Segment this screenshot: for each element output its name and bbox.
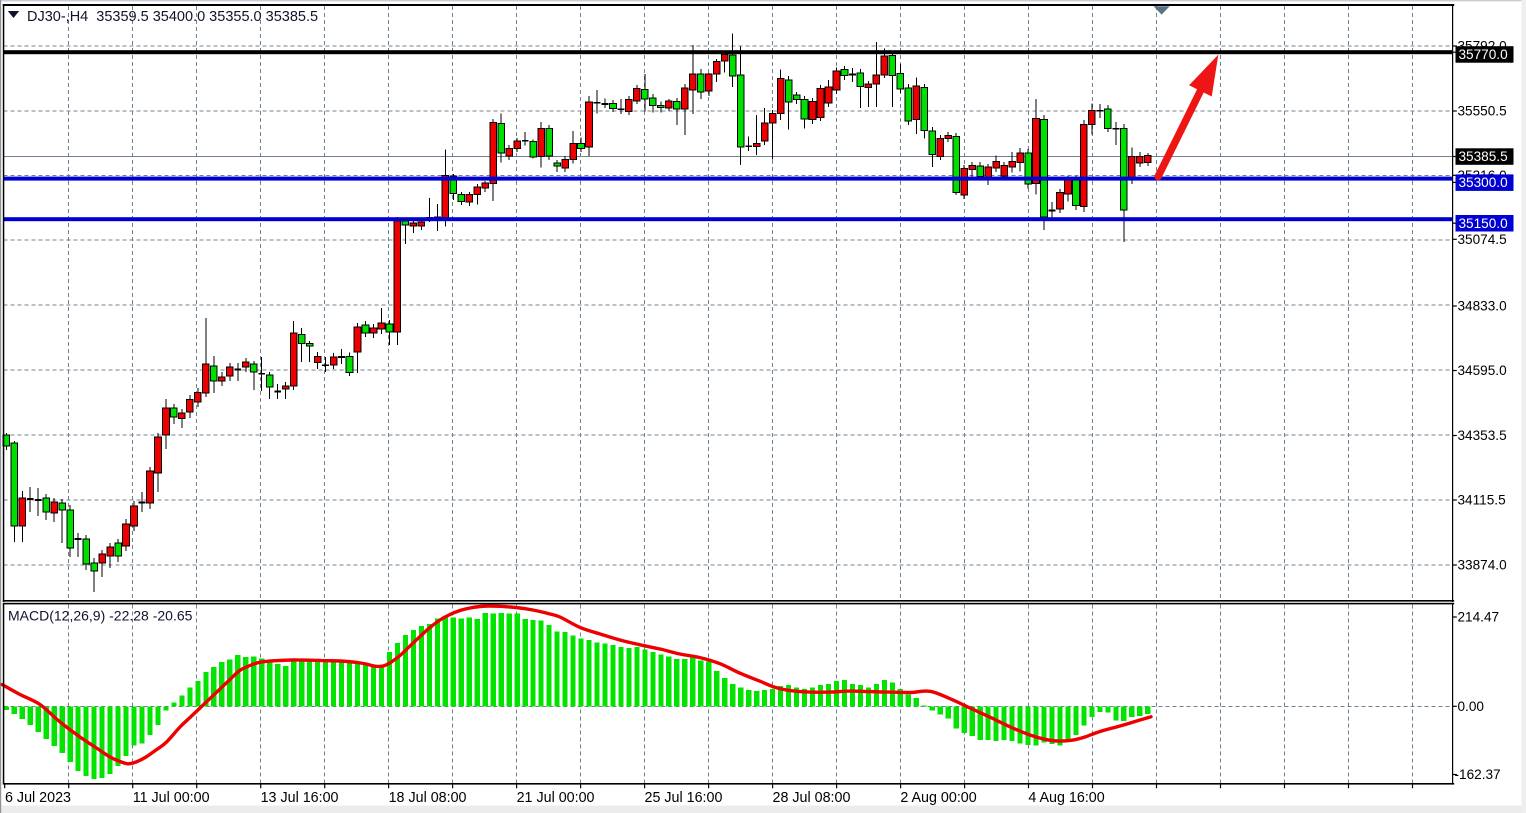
svg-text:35074.5: 35074.5 xyxy=(1458,232,1507,247)
svg-text:21 Jul 00:00: 21 Jul 00:00 xyxy=(517,790,595,806)
svg-text:35550.5: 35550.5 xyxy=(1458,104,1507,119)
svg-text:2 Aug 00:00: 2 Aug 00:00 xyxy=(900,790,976,806)
svg-text:35385.5: 35385.5 xyxy=(1459,149,1508,164)
svg-text:34115.5: 34115.5 xyxy=(1458,493,1506,508)
svg-text:34833.0: 34833.0 xyxy=(1458,299,1508,314)
svg-text:34353.5: 34353.5 xyxy=(1458,428,1507,443)
svg-text:35770.0: 35770.0 xyxy=(1459,47,1509,62)
svg-text:11 Jul 00:00: 11 Jul 00:00 xyxy=(133,790,210,806)
svg-text:4 Aug 16:00: 4 Aug 16:00 xyxy=(1028,790,1104,806)
svg-text:-162.37: -162.37 xyxy=(1455,767,1501,782)
svg-text:DJ30-,H4 35359.5 35400.0 3535: DJ30-,H4 35359.5 35400.0 35355.0 35385.5 xyxy=(27,9,318,25)
svg-text:35150.0: 35150.0 xyxy=(1459,216,1509,231)
svg-text:6 Jul 2023: 6 Jul 2023 xyxy=(5,790,71,806)
svg-text:18 Jul 08:00: 18 Jul 08:00 xyxy=(389,790,467,806)
svg-text:28 Jul 08:00: 28 Jul 08:00 xyxy=(773,790,851,806)
svg-text:34595.0: 34595.0 xyxy=(1458,363,1508,378)
svg-text:25 Jul 16:00: 25 Jul 16:00 xyxy=(645,790,723,806)
svg-text:214.47: 214.47 xyxy=(1458,610,1500,625)
svg-text:MACD(12,26,9) -22.28 -20.65: MACD(12,26,9) -22.28 -20.65 xyxy=(8,608,193,624)
svg-text:35300.0: 35300.0 xyxy=(1459,175,1509,190)
svg-text:13 Jul 16:00: 13 Jul 16:00 xyxy=(261,790,339,806)
svg-text:33874.0: 33874.0 xyxy=(1458,558,1508,573)
svg-text:0.00: 0.00 xyxy=(1458,699,1485,714)
